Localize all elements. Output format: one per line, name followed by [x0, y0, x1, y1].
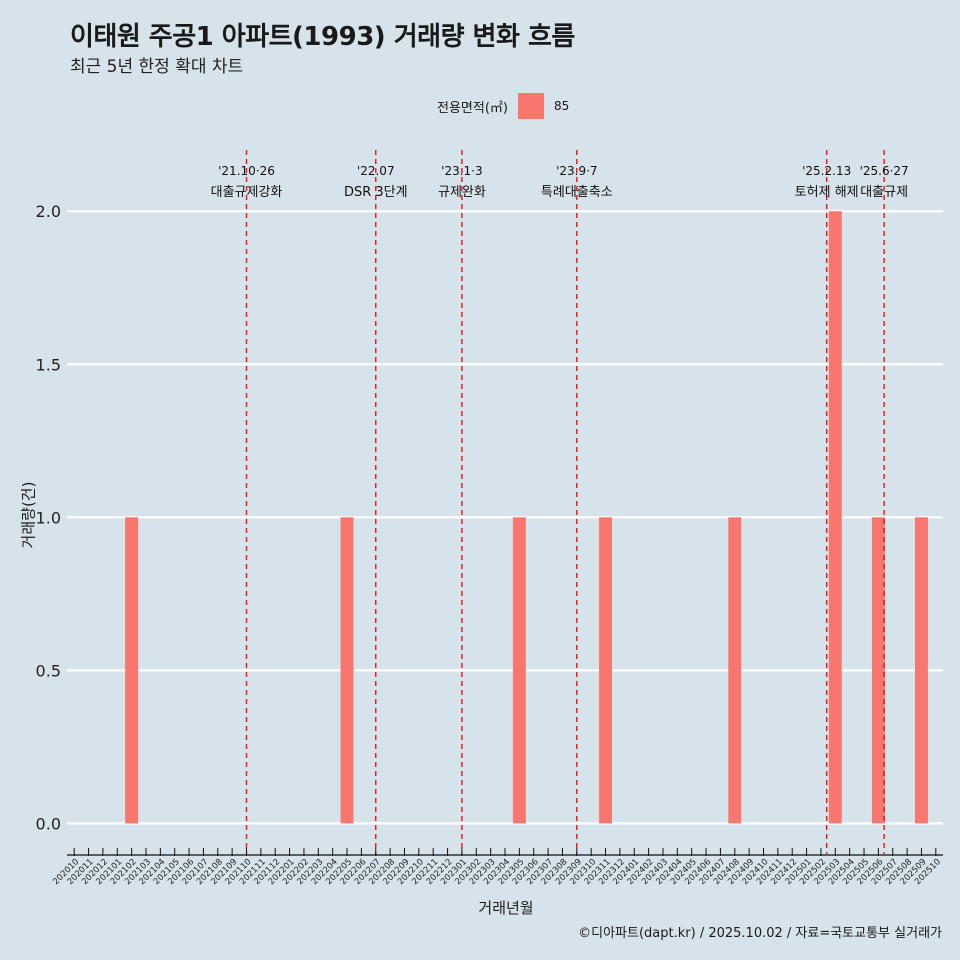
- y-tick-label: 1.0: [36, 508, 61, 527]
- legend-swatch: [517, 93, 544, 119]
- bar: [914, 517, 928, 824]
- bar: [728, 517, 742, 824]
- legend-title: 전용면적(㎡): [437, 100, 508, 116]
- chart-title: 이태원 주공1 아파트(1993) 거래량 변화 흐름: [70, 22, 575, 52]
- source-caption: ©디아파트(dapt.kr) / 2025.10.02 / 자료=국토교통부 실…: [578, 926, 942, 941]
- y-tick-label: 1.5: [36, 355, 61, 374]
- y-axis-title: 거래량(건): [19, 481, 38, 549]
- event-date: '22.07: [357, 164, 395, 178]
- bar: [599, 517, 612, 824]
- legend: 전용면적(㎡) 85: [437, 93, 569, 119]
- bars: [125, 211, 928, 824]
- event-label: 대출규제: [860, 185, 908, 200]
- x-axis-title: 거래년월: [478, 899, 534, 917]
- event-date: '21.10·26: [218, 164, 275, 178]
- y-tick-labels: 0.0 0.5 1.0 1.5 2.0: [36, 202, 61, 833]
- y-tick-label: 0.5: [36, 661, 61, 680]
- event-date: '25.6·27: [860, 164, 909, 178]
- event-label: 특례대출축소: [541, 185, 613, 200]
- bar: [125, 517, 139, 824]
- x-axis: 2020102020112020122021012021022021032021…: [51, 848, 943, 887]
- event-label: 규제완화: [438, 185, 486, 200]
- event-label: 토허제 해제: [795, 185, 859, 200]
- bar: [512, 517, 526, 824]
- bar: [340, 517, 354, 824]
- grid-lines: [67, 210, 943, 825]
- event-date: '23.9·7: [556, 164, 597, 178]
- event-date: '23.1·3: [441, 164, 482, 178]
- event-label: DSR 3단계: [344, 185, 408, 200]
- y-tick-label: 0.0: [36, 814, 61, 833]
- event-date: '25.2.13: [802, 164, 851, 178]
- bar: [871, 517, 885, 824]
- event-label: 대출규제강화: [211, 185, 283, 200]
- y-tick-label: 2.0: [36, 202, 61, 221]
- legend-item-label: 85: [553, 99, 570, 113]
- chart-subtitle: 최근 5년 한정 확대 차트: [70, 57, 244, 77]
- bar: [828, 211, 842, 824]
- event-lines: [245, 150, 885, 854]
- event-annotations: '21.10·26 대출규제강화 '22.07 DSR 3단계 '23.1·3 규제완화 '…: [211, 164, 909, 200]
